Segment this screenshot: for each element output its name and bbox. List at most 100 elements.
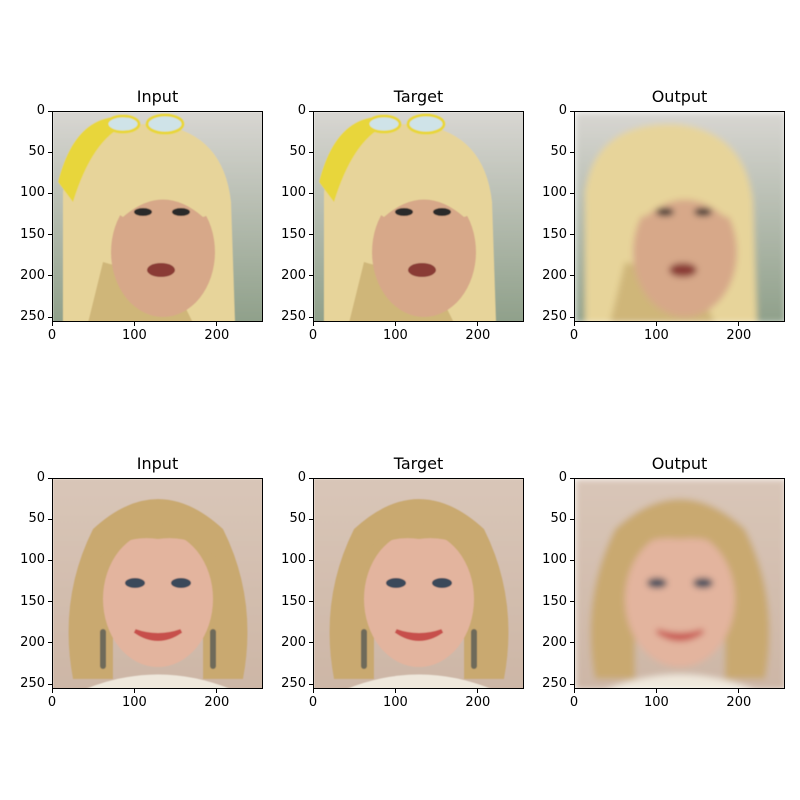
y-tick-mark bbox=[48, 477, 52, 479]
x-tick-label: 0 bbox=[47, 328, 57, 343]
y-tick-label: 200 bbox=[20, 267, 45, 283]
x-tick-mark bbox=[51, 689, 53, 693]
x-tick-label: 0 bbox=[308, 695, 318, 710]
x-tick-label: 0 bbox=[47, 695, 57, 710]
x-tick-mark bbox=[655, 689, 657, 693]
portrait-svg bbox=[314, 112, 523, 321]
x-tick-label: 0 bbox=[308, 328, 318, 343]
x-tick-mark bbox=[216, 689, 218, 693]
x-tick-label: 200 bbox=[726, 328, 752, 343]
portrait-image bbox=[314, 479, 523, 688]
portrait-image bbox=[53, 112, 262, 321]
y-tick-label: 250 bbox=[542, 309, 567, 325]
x-tick-mark bbox=[738, 322, 740, 326]
y-tick-label: 200 bbox=[542, 267, 567, 283]
portrait-image bbox=[575, 479, 784, 688]
subplot-row-2-target: Target 0 50 100 150 200 250 0 100 200 bbox=[281, 454, 524, 710]
y-tick-label: 200 bbox=[281, 267, 306, 283]
y-tick-mark bbox=[309, 110, 313, 112]
y-tick-mark bbox=[309, 642, 313, 644]
y-tick-mark bbox=[309, 234, 313, 236]
portrait-svg bbox=[314, 479, 523, 688]
x-tick-label: 100 bbox=[122, 328, 147, 343]
y-tick-mark bbox=[570, 601, 574, 603]
y-tick-label: 50 bbox=[289, 511, 306, 527]
x-tick-label: 100 bbox=[644, 328, 669, 343]
image-axes bbox=[313, 478, 524, 689]
y-tick-mark bbox=[309, 601, 313, 603]
x-tick-mark bbox=[312, 322, 314, 326]
y-tick-label: 0 bbox=[36, 103, 45, 118]
y-tick-label: 50 bbox=[550, 144, 567, 160]
x-tick-label: 100 bbox=[122, 695, 147, 710]
x-tick-label: 0 bbox=[569, 695, 579, 710]
y-tick-mark bbox=[309, 683, 313, 685]
panel-title: Output bbox=[651, 87, 708, 106]
x-tick-mark bbox=[477, 689, 479, 693]
y-tick-label: 0 bbox=[558, 470, 567, 485]
y-tick-mark bbox=[570, 477, 574, 479]
panel-title: Input bbox=[136, 87, 179, 106]
y-tick-label: 150 bbox=[20, 226, 45, 242]
y-tick-label: 100 bbox=[281, 552, 306, 568]
y-tick-label: 100 bbox=[20, 185, 45, 201]
y-tick-label: 50 bbox=[550, 511, 567, 527]
y-tick-label: 100 bbox=[20, 552, 45, 568]
y-tick-mark bbox=[48, 683, 52, 685]
x-tick-mark bbox=[655, 322, 657, 326]
panel-title: Output bbox=[651, 454, 708, 473]
y-tick-label: 200 bbox=[542, 634, 567, 650]
y-tick-mark bbox=[309, 559, 313, 561]
y-tick-mark bbox=[48, 601, 52, 603]
x-tick-mark bbox=[477, 322, 479, 326]
y-tick-mark bbox=[48, 192, 52, 194]
y-tick-label: 250 bbox=[20, 309, 45, 325]
x-tick-mark bbox=[738, 689, 740, 693]
y-tick-label: 100 bbox=[542, 552, 567, 568]
x-tick-label: 200 bbox=[204, 328, 230, 343]
y-tick-label: 0 bbox=[297, 103, 306, 118]
y-tick-mark bbox=[570, 559, 574, 561]
image-axes bbox=[52, 478, 263, 689]
y-tick-label: 100 bbox=[281, 185, 306, 201]
y-tick-label: 50 bbox=[289, 144, 306, 160]
y-tick-label: 150 bbox=[542, 226, 567, 242]
portrait-svg bbox=[53, 112, 262, 321]
y-tick-label: 0 bbox=[558, 103, 567, 118]
subplot-row-1-output: Output 0 50 100 150 200 250 0 100 200 bbox=[542, 87, 785, 343]
y-tick-mark bbox=[570, 151, 574, 153]
y-tick-mark bbox=[48, 275, 52, 277]
portrait-image bbox=[314, 112, 523, 321]
y-tick-mark bbox=[48, 234, 52, 236]
subplot-row-1-target: Target 0 50 100 150 200 250 0 100 200 bbox=[281, 87, 524, 343]
y-tick-label: 250 bbox=[542, 676, 567, 692]
y-tick-mark bbox=[570, 683, 574, 685]
x-tick-label: 100 bbox=[644, 695, 669, 710]
y-tick-label: 150 bbox=[20, 593, 45, 609]
y-tick-mark bbox=[48, 110, 52, 112]
subplot-row-1-input: Input 0 50 100 150 200 250 0 100 200 bbox=[20, 87, 263, 343]
y-tick-mark bbox=[48, 316, 52, 318]
x-tick-mark bbox=[312, 689, 314, 693]
y-tick-mark bbox=[309, 275, 313, 277]
x-tick-label: 200 bbox=[204, 695, 230, 710]
image-axes bbox=[574, 111, 785, 322]
portrait-svg bbox=[575, 112, 784, 321]
portrait-image bbox=[53, 479, 262, 688]
y-tick-label: 50 bbox=[28, 511, 45, 527]
x-tick-mark bbox=[573, 689, 575, 693]
y-tick-mark bbox=[309, 477, 313, 479]
panel-title: Target bbox=[393, 454, 444, 473]
x-tick-label: 100 bbox=[383, 328, 408, 343]
portrait-svg bbox=[53, 479, 262, 688]
x-tick-mark bbox=[394, 322, 396, 326]
x-tick-label: 200 bbox=[465, 695, 491, 710]
subplot-row-2-input: Input 0 50 100 150 200 250 0 100 200 bbox=[20, 454, 263, 710]
y-tick-label: 200 bbox=[20, 634, 45, 650]
y-tick-mark bbox=[570, 316, 574, 318]
panel-title: Input bbox=[136, 454, 179, 473]
y-tick-label: 0 bbox=[36, 470, 45, 485]
x-tick-mark bbox=[573, 322, 575, 326]
x-tick-label: 200 bbox=[465, 328, 491, 343]
